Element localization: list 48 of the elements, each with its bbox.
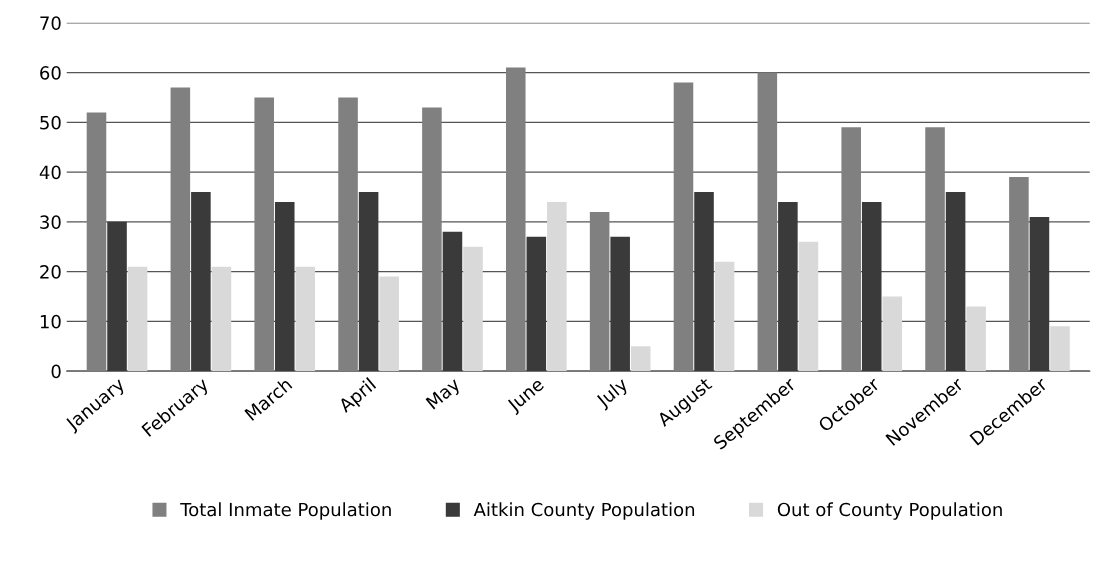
bar [589,211,610,372]
bar [861,201,882,372]
bar [107,221,127,372]
bar [274,201,295,372]
y-tick-label: 60 [40,66,61,80]
bar [798,241,819,372]
bar [170,87,191,372]
bar [526,236,547,372]
bar [191,192,211,372]
bar [505,67,526,372]
y-tick-label: 20 [40,265,61,279]
y-tick-label: 30 [40,215,61,229]
bar [127,266,148,372]
bar [442,231,463,372]
bar [211,266,232,372]
bar [1050,326,1070,372]
bar [673,82,694,372]
bar [945,192,966,372]
bar [463,246,483,372]
legend-label: Out of County Population [777,502,1002,520]
bar [379,276,399,372]
bar [778,201,798,372]
bar [86,112,107,372]
bar [694,192,714,372]
bar [295,266,316,372]
bar [1029,216,1050,372]
y-tick-label: 50 [40,115,61,130]
y-tick-label: 10 [40,314,61,329]
bar [254,97,274,372]
bar [966,306,986,372]
bar [610,236,630,372]
bar [757,72,778,372]
y-tick-label: 0 [51,364,61,379]
bar [882,296,903,372]
x-tick-label: May [425,376,464,413]
bar [925,127,945,372]
bar [547,201,567,372]
bar [338,97,358,372]
bar [714,261,735,372]
bar [422,107,442,372]
bar [358,192,379,372]
bar [841,127,861,372]
legend-label: Total Inmate Population [180,502,391,520]
bar [630,346,651,372]
y-tick-label: 70 [40,16,61,30]
y-tick-label: 40 [39,165,61,180]
legend-label: Aitkin County Population [473,502,695,520]
bar [1009,177,1029,372]
